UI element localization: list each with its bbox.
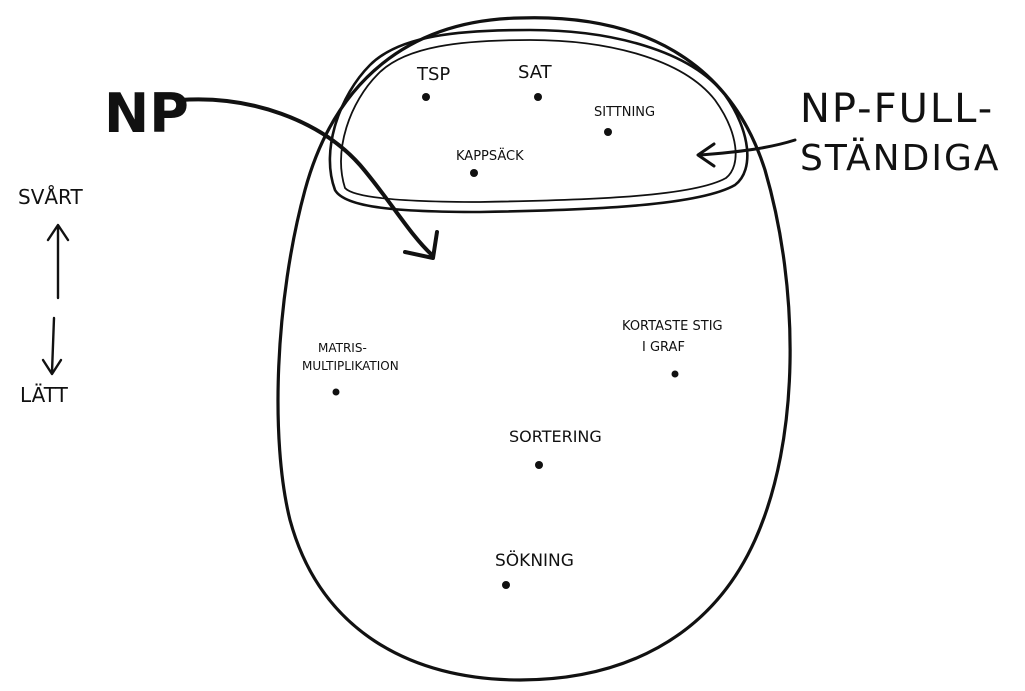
problem-label-sittning: SITTNING <box>594 105 655 120</box>
np-arrow <box>178 97 434 257</box>
problem-label-sokning: SÖKNING <box>495 549 574 571</box>
problem-label-matris-line1: MATRIS- <box>318 341 367 355</box>
axis-down-arrow <box>41 316 63 376</box>
np-complete-arrow <box>698 138 797 157</box>
np-arrowhead <box>403 230 439 260</box>
problem-dot-tsp <box>422 93 430 101</box>
np-complete-label-line1: NP-FULL- <box>800 86 994 132</box>
problem-label-matris-line2: MULTIPLIKATION <box>302 359 399 373</box>
problem-label-sortering: SORTERING <box>509 427 602 446</box>
problem-dot-sortering <box>535 461 543 469</box>
problem-label-tsp: TSP <box>416 64 450 85</box>
np-region-outline <box>276 16 792 682</box>
problem-label-kortaste-line1: KORTASTE STIG <box>622 319 723 334</box>
problem-dot-sokning <box>502 581 510 589</box>
problem-label-kortaste-line2: I GRAF <box>642 340 685 355</box>
np-label: NP <box>104 82 189 145</box>
problem-dot-sittning <box>604 128 612 136</box>
problem-dot-kortaste <box>671 370 679 378</box>
problem-dot-sat <box>534 93 542 101</box>
axis-bottom-label: LÄTT <box>20 383 69 407</box>
problem-label-kappsack: KAPPSÄCK <box>456 148 524 164</box>
np-complete-region-outline-inner <box>340 39 737 203</box>
axis-up-arrow <box>46 223 70 300</box>
problem-label-sat: SAT <box>518 62 553 83</box>
np-complete-region-outline <box>328 28 749 214</box>
problem-dot-matris <box>332 388 340 396</box>
problem-dot-kappsack <box>470 169 478 177</box>
axis-top-label: SVÅRT <box>18 185 84 209</box>
np-complete-arrowhead <box>696 142 716 168</box>
np-complete-label-line2: STÄNDIGA <box>800 137 1000 179</box>
